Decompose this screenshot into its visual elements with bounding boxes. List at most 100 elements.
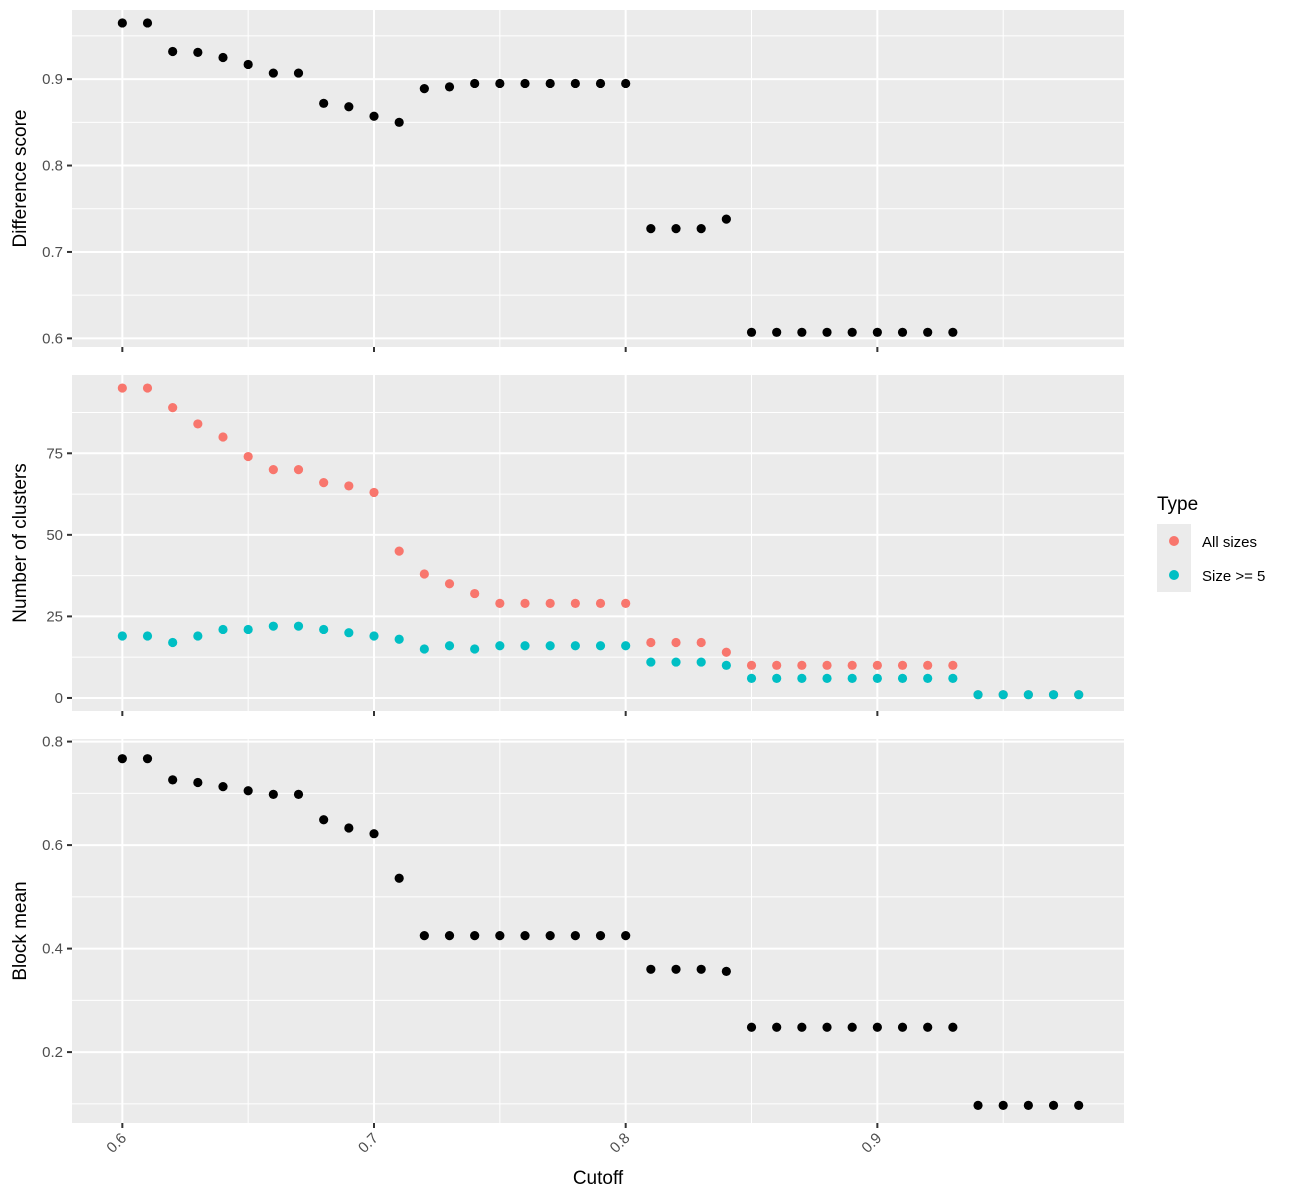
data-point: [696, 657, 706, 667]
x-axis-title: Cutoff: [573, 1168, 624, 1189]
data-point: [243, 59, 253, 70]
data-point: [1074, 690, 1084, 700]
data-point: [193, 47, 203, 57]
data-point: [923, 673, 933, 683]
panel-3: 0.2 0.4 0.6 0.8 Block mean: [10, 734, 1124, 1128]
data-point: [746, 673, 757, 683]
data-point: [168, 637, 178, 648]
data-point: [545, 641, 555, 651]
data-point: [696, 224, 706, 234]
data-point: [369, 829, 379, 839]
data-point: [470, 644, 480, 654]
data-point: [595, 598, 606, 608]
data-point: [268, 465, 278, 475]
data-point: [973, 1100, 983, 1111]
data-point: [923, 1022, 933, 1032]
data-point: [520, 931, 530, 941]
data-point: [822, 673, 832, 683]
data-point: [168, 775, 178, 785]
data-point: [394, 546, 404, 556]
data-point: [218, 624, 228, 635]
y-tick-label: 0.4: [42, 941, 63, 958]
y-tick-label: 25: [46, 608, 63, 625]
data-point: [243, 624, 253, 635]
y-tick-label: 75: [46, 445, 63, 462]
data-point: [570, 931, 580, 941]
data-point: [847, 327, 857, 337]
y-tick-label: 50: [46, 527, 63, 544]
data-point: [520, 641, 530, 651]
x-tick-label: 0.6: [103, 1130, 130, 1157]
data-point: [872, 1022, 882, 1032]
data-point: [872, 660, 882, 670]
data-point: [293, 621, 304, 631]
data-point: [948, 660, 958, 670]
y-axis-title: Block mean: [10, 881, 31, 980]
data-point: [419, 644, 429, 654]
data-point: [570, 641, 580, 651]
series-2-1: [117, 383, 1084, 700]
data-point: [621, 78, 631, 89]
chart-panels: 0.6 0.7 0.8 0.9 Difference score 0 25 50 75 Numbe…: [10, 10, 1124, 1157]
data-point: [948, 327, 958, 337]
data-point: [394, 117, 404, 127]
data-point: [419, 931, 429, 941]
data-point: [419, 84, 429, 94]
data-point: [772, 1022, 782, 1032]
data-point: [998, 690, 1008, 700]
data-point: [822, 1022, 832, 1032]
data-point: [394, 634, 404, 644]
data-point: [117, 631, 127, 641]
data-point: [545, 78, 555, 89]
data-point: [772, 660, 782, 670]
legend-label-size-5: Size >= 5: [1202, 568, 1265, 585]
data-point: [570, 598, 580, 608]
data-point: [696, 964, 706, 974]
data-point: [923, 660, 933, 670]
data-point: [344, 481, 354, 491]
data-point: [772, 673, 782, 683]
panel-background: [72, 10, 1124, 347]
data-point: [319, 478, 329, 488]
data-point: [218, 782, 228, 792]
data-point: [595, 641, 606, 651]
data-point: [369, 111, 379, 121]
panel-background: [72, 739, 1124, 1123]
legend-key-size-5: [1169, 570, 1179, 580]
data-point: [797, 1022, 807, 1032]
data-point: [495, 598, 505, 608]
data-point: [293, 465, 304, 475]
legend-key-all-sizes: [1169, 536, 1179, 546]
data-point: [520, 78, 530, 89]
data-point: [344, 823, 354, 833]
data-point: [671, 637, 681, 648]
data-point: [897, 1022, 908, 1032]
data-point: [243, 451, 253, 462]
data-point: [193, 631, 203, 641]
data-point: [470, 78, 480, 89]
data-point: [746, 327, 757, 337]
data-point: [369, 487, 379, 498]
data-point: [897, 673, 908, 683]
data-point: [193, 419, 203, 429]
data-point: [495, 931, 505, 941]
data-point: [394, 873, 404, 883]
data-point: [671, 964, 681, 974]
data-point: [1023, 690, 1033, 700]
data-point: [646, 637, 656, 648]
panel-1: 0.6 0.7 0.8 0.9 Difference score: [10, 10, 1124, 352]
data-point: [948, 1022, 958, 1032]
data-point: [243, 786, 253, 796]
data-point: [369, 631, 379, 641]
data-point: [646, 224, 656, 234]
data-point: [1074, 1100, 1084, 1111]
data-point: [142, 383, 153, 393]
x-tick-label: 0.8: [607, 1130, 634, 1157]
data-point: [772, 327, 782, 337]
panel-2: 0 25 50 75 Number of clusters: [10, 375, 1124, 716]
panel-background: [72, 375, 1124, 711]
data-point: [293, 789, 304, 799]
data-point: [872, 673, 882, 683]
data-point: [897, 327, 908, 337]
